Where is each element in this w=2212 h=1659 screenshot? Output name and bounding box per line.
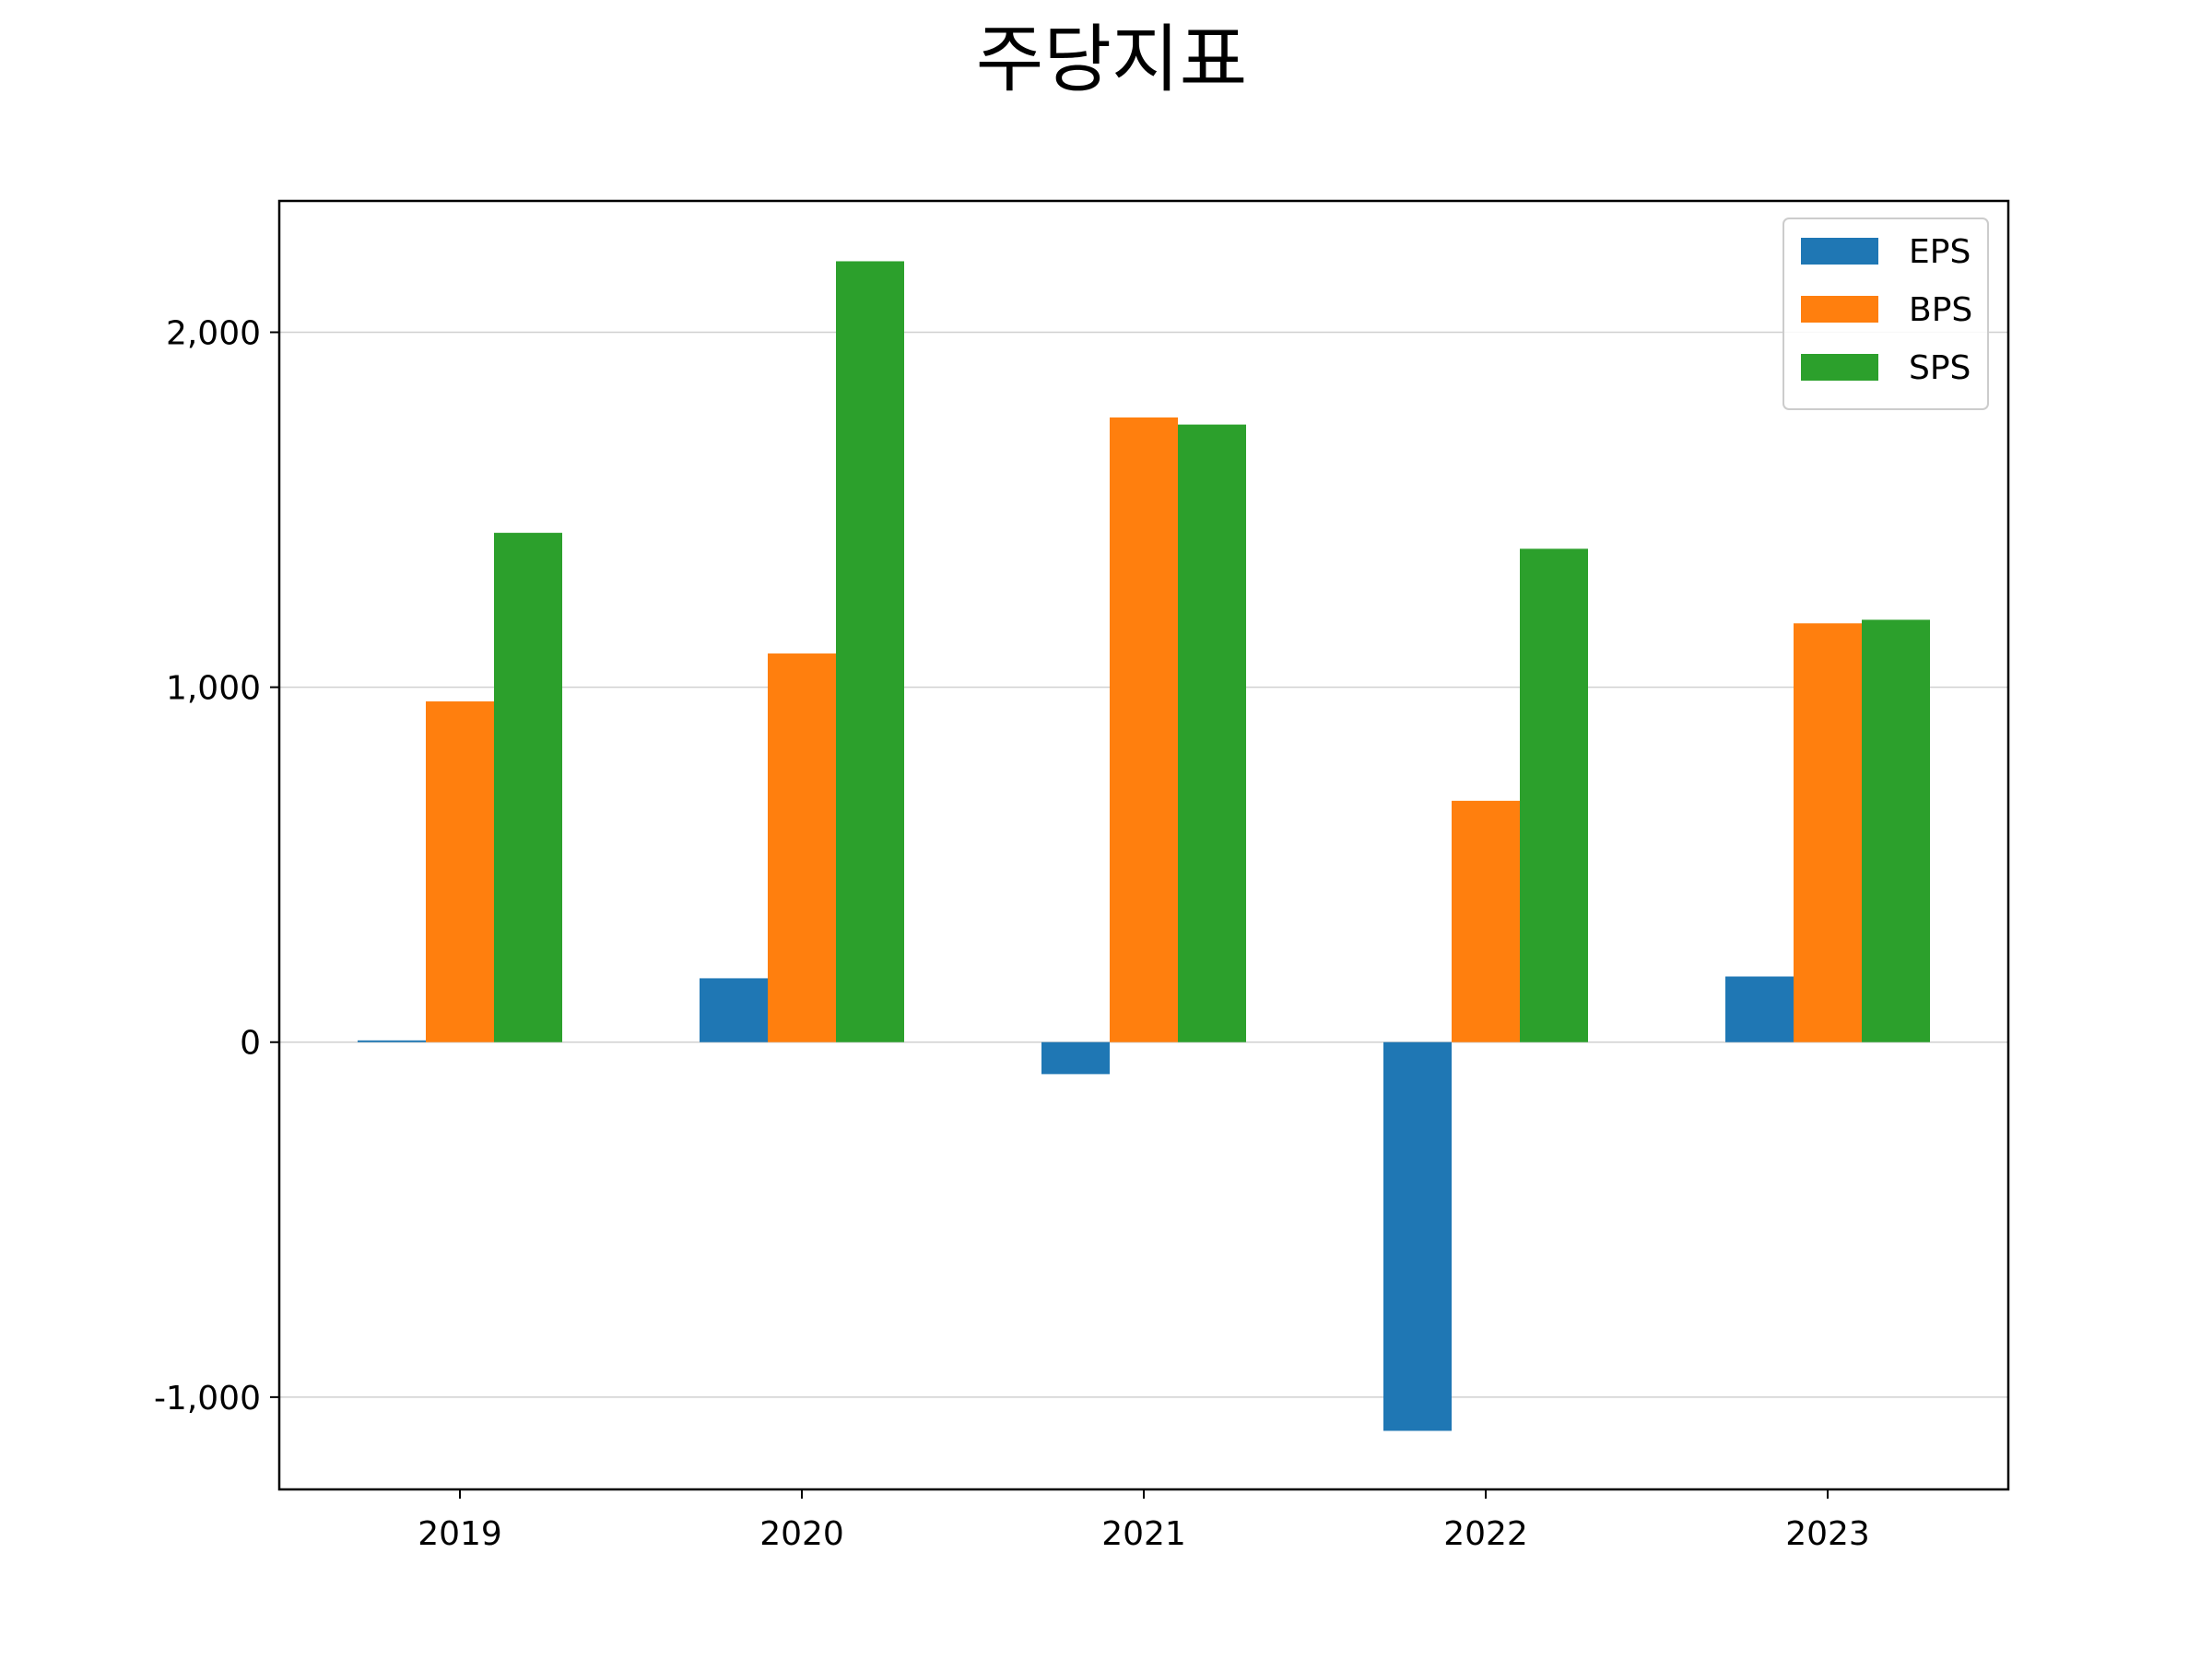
bar-eps-2019 [358, 1040, 426, 1042]
bar-bps-2019 [426, 701, 494, 1042]
y-tick-label: 1,000 [166, 670, 261, 708]
bar-sps-2022 [1520, 548, 1588, 1042]
x-tick-label: 2023 [1785, 1515, 1870, 1553]
x-tick-label: 2021 [1101, 1515, 1186, 1553]
bar-eps-2021 [1041, 1041, 1110, 1075]
bars [358, 261, 1930, 1431]
x-tick-label: 2019 [418, 1515, 502, 1553]
y-tick-label: 2,000 [166, 314, 261, 352]
x-tick-label: 2022 [1443, 1515, 1528, 1553]
x-tick-label: 2020 [759, 1515, 844, 1553]
bar-sps-2020 [836, 261, 904, 1042]
legend-label-eps: EPS [1909, 233, 1971, 271]
legend: EPS BPS SPS [1783, 218, 1989, 410]
x-axis: 2019 2020 2021 2022 2023 [418, 1489, 1870, 1553]
bar-bps-2023 [1794, 623, 1862, 1042]
legend-label-sps: SPS [1909, 349, 1971, 387]
bar-bps-2022 [1452, 800, 1520, 1042]
chart-title: 주당지표 [976, 17, 1247, 102]
legend-swatch-eps [1801, 238, 1878, 265]
bar-bps-2021 [1110, 417, 1178, 1042]
bar-bps-2020 [768, 653, 836, 1042]
bar-sps-2019 [494, 533, 562, 1042]
legend-swatch-sps [1801, 354, 1878, 381]
y-axis: -1,000 0 1,000 2,000 [154, 314, 279, 1418]
legend-swatch-bps [1801, 296, 1878, 323]
bar-sps-2021 [1178, 424, 1246, 1042]
y-tick-label: -1,000 [154, 1380, 261, 1418]
bar-eps-2022 [1383, 1041, 1452, 1431]
legend-label-bps: BPS [1909, 291, 1972, 329]
bar-eps-2020 [700, 978, 768, 1042]
y-tick-label: 0 [240, 1025, 261, 1063]
bar-sps-2023 [1862, 619, 1930, 1042]
bar-eps-2023 [1725, 976, 1794, 1042]
